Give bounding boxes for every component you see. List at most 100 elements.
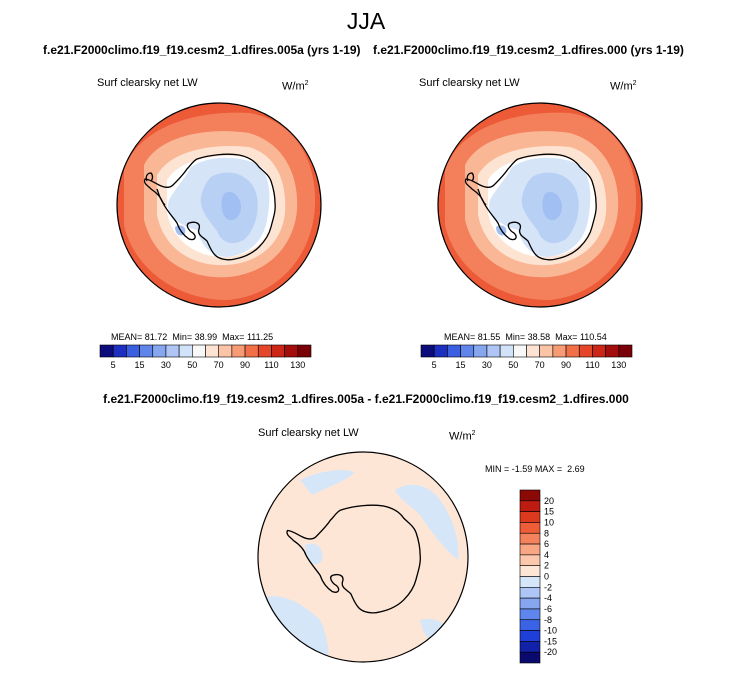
map-panel-right (438, 103, 642, 307)
contour-map-left (117, 103, 321, 307)
colorbar-left-swatch (297, 344, 312, 358)
units-label-diff: W/m2 (449, 430, 476, 443)
colorbar-right-swatch (552, 344, 567, 358)
colorbar-left-tick-label: 5 (111, 360, 116, 370)
colorbar-diff-swatch (519, 522, 541, 534)
colorbar-right-tick-label: 110 (585, 360, 599, 370)
colorbar-diff-swatch (519, 543, 541, 556)
colorbar-diff-tick-label: 15 (544, 507, 554, 517)
colorbar-left-tick-label: 110 (264, 360, 278, 370)
colorbar-right-swatch (605, 344, 620, 358)
colorbar-right-swatch (578, 344, 593, 358)
colorbar-diff-tick-label: 10 (544, 517, 554, 527)
colorbar-right-swatch (539, 344, 554, 358)
season-title: JJA (346, 8, 386, 34)
colorbar-left-swatch (192, 344, 206, 358)
colorbar-right-swatch (486, 344, 501, 358)
diff-negative-region-n (300, 470, 355, 495)
colorbar-diff-swatch (519, 565, 541, 577)
colorbar-left-swatch (139, 344, 154, 358)
colorbar-right-swatch (592, 344, 606, 358)
colorbar-diff-swatch (519, 597, 541, 610)
diff-title: f.e21.F2000climo.f19_f19.cesm2_1.dfires.… (103, 392, 629, 406)
colorbar-left-swatch (284, 344, 299, 358)
map-border-diff (257, 451, 469, 663)
contour-map-right (438, 103, 642, 307)
colorbar-diff-swatch (519, 500, 541, 512)
colorbar-right-swatch (420, 344, 435, 358)
colorbar-diff-tick-label: -4 (544, 593, 552, 603)
stats-diff: MIN = -1.59 MAX = 2.69 (485, 464, 585, 474)
colorbar-diff-tick-label: 0 (544, 572, 549, 582)
colorbar-right: 5 15 30 50 70 90 110 130 (420, 344, 633, 370)
colorbar-left-swatch (244, 344, 259, 358)
colorbar-right-tick-label: 130 (611, 360, 626, 370)
map-panel-left (117, 103, 321, 307)
colorbar-left-swatch (178, 344, 193, 358)
colorbar-right-tick-label: 70 (535, 360, 545, 370)
colorbar-left-swatch (257, 344, 272, 358)
colorbar-diff-swatch (519, 511, 541, 523)
colorbar-diff-tick-label: 2 (544, 561, 549, 571)
colorbar-left-tick-label: 70 (214, 360, 224, 370)
colorbar-right-tick-label: 90 (561, 360, 571, 370)
colorbar-diff-tick-label: -8 (544, 615, 552, 625)
colorbar-right-swatch (565, 344, 580, 358)
stats-right: MEAN= 81.55 Min= 38.58 Max= 110.54 (444, 332, 607, 342)
colorbar-right-swatch (499, 344, 514, 358)
colorbar-diff-tick-label: -10 (544, 626, 557, 636)
colorbar-left-swatch (218, 344, 233, 358)
case-title-left: f.e21.F2000climo.f19_f19.cesm2_1.dfires.… (43, 43, 361, 57)
colorbar-diff-tick-label: -15 (544, 636, 557, 646)
diff-negative-region-ne (395, 484, 459, 560)
variable-label-left: Surf clearsky net LW (97, 77, 198, 89)
colorbar-diff-swatch (519, 532, 541, 545)
colorbar-right-tick-label: 15 (456, 360, 466, 370)
colorbar-left-swatch (99, 344, 114, 358)
colorbar-diff-swatch (519, 554, 541, 566)
colorbar-left-tick-label: 50 (187, 360, 197, 370)
colorbar-left-tick-label: 15 (135, 360, 145, 370)
colorbar-diff-tick-label: -6 (544, 604, 552, 614)
map-panel-diff (258, 452, 468, 662)
colorbar-left-tick-label: 90 (240, 360, 250, 370)
colorbar-diff-swatch (519, 630, 541, 642)
colorbar-right-swatch (460, 344, 475, 358)
map-border-left (116, 102, 322, 308)
colorbar-diff-swatch (519, 489, 541, 502)
colorbar-left-swatch (205, 344, 219, 358)
colorbar-right-swatch (433, 344, 448, 358)
units-label-left: W/m2 (282, 80, 309, 93)
colorbar-diff-swatch (519, 619, 541, 631)
map-border-right (437, 102, 643, 308)
colorbar-right-swatch (513, 344, 527, 358)
variable-label-right: Surf clearsky net LW (419, 77, 520, 89)
case-title-right: f.e21.F2000climo.f19_f19.cesm2_1.dfires.… (373, 43, 684, 57)
colorbar-left-swatch (112, 344, 127, 358)
colorbar-diff-tick-label: -20 (544, 647, 557, 657)
colorbar-diff-swatch (519, 587, 541, 599)
colorbar-left-swatch (231, 344, 246, 358)
colorbar-diff-tick-label: 20 (544, 496, 554, 506)
colorbar-diff-swatch (519, 608, 541, 621)
diff-negative-region-w (305, 543, 323, 565)
colorbar-right-tick-label: 30 (482, 360, 492, 370)
colorbar-diff-swatch (519, 651, 541, 664)
colorbar-right-tick-label: 50 (508, 360, 518, 370)
colorbar-right-swatch (447, 344, 461, 358)
colorbar-left-swatch (271, 344, 285, 358)
colorbar-left-swatch (152, 344, 167, 358)
units-label-right: W/m2 (610, 80, 637, 93)
colorbar-right-swatch (526, 344, 540, 358)
colorbar-diff-tick-label: 4 (544, 550, 549, 560)
colorbar-diff-tick-label: -2 (544, 582, 552, 592)
colorbar-left: 5 15 30 50 70 90 110 130 (99, 344, 312, 370)
variable-label-diff: Surf clearsky net LW (258, 427, 359, 439)
colorbar-right-swatch (618, 344, 633, 358)
colorbar-right-tick-label: 5 (432, 360, 437, 370)
colorbar-left-tick-label: 130 (290, 360, 305, 370)
colorbar-diff-tick-label: 6 (544, 539, 549, 549)
colorbar-left-swatch (126, 344, 140, 358)
